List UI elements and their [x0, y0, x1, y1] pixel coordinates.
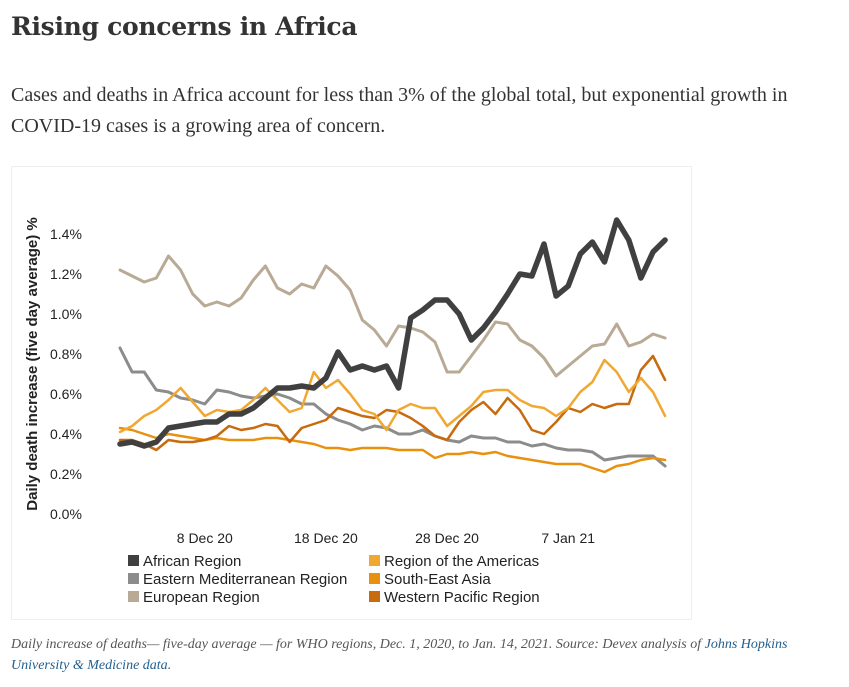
y-tick-label: 1.4% — [50, 226, 82, 242]
series-line-eastern-mediterranean-region — [118, 346, 667, 468]
line-chart: Daily death increase (five day average) … — [24, 217, 668, 606]
legend-label: Eastern Mediterranean Region — [143, 571, 347, 588]
legend-swatch — [128, 555, 139, 566]
legend-label: African Region — [143, 553, 241, 570]
caption-end: . — [167, 658, 172, 673]
legend-swatch — [369, 555, 380, 566]
x-tick-label: 28 Dec 20 — [415, 530, 479, 546]
series-line-region-of-the-americas — [118, 358, 667, 434]
y-tick-label: 0.4% — [50, 426, 82, 442]
chart-container: Daily death increase (five day average) … — [11, 166, 692, 620]
x-tick-label: 18 Dec 20 — [294, 530, 358, 546]
legend-swatch — [369, 591, 380, 602]
y-tick-label: 1.0% — [50, 306, 82, 322]
lede-paragraph: Cases and deaths in Africa account for l… — [11, 84, 788, 137]
y-tick-label: 0.2% — [50, 466, 82, 482]
y-axis-ticks: 0.0% 0.2% 0.4% 0.6% 0.8% 1.0% 1.2% 1.4% — [50, 226, 82, 522]
chart-caption: Daily increase of deaths— five-day avera… — [11, 634, 841, 676]
x-axis-ticks: 8 Dec 20 18 Dec 20 28 Dec 20 7 Jan 21 — [177, 530, 595, 546]
legend-swatch — [369, 573, 380, 584]
legend-label: Region of the Americas — [384, 553, 539, 570]
x-tick-label: 7 Jan 21 — [541, 530, 595, 546]
series-line-western-pacific-region — [118, 354, 667, 452]
legend-label: South-East Asia — [384, 571, 491, 588]
series-lines — [117, 217, 668, 474]
caption-source-link[interactable]: Johns Hopkins University & Medicine data — [11, 637, 788, 673]
y-axis-label: Daily death increase (five day average) … — [24, 217, 41, 510]
legend-swatch — [128, 591, 139, 602]
y-tick-label: 0.6% — [50, 386, 82, 402]
series-line-european-region — [118, 254, 667, 378]
y-axis-label-group: Daily death increase (five day average) … — [24, 217, 41, 510]
y-tick-label: 1.2% — [50, 266, 82, 282]
legend-label: Western Pacific Region — [384, 589, 540, 606]
page-title: Rising concerns in Africa — [11, 12, 358, 41]
legend-label: European Region — [143, 589, 260, 606]
series-line-african-region — [117, 217, 668, 449]
y-tick-label: 0.8% — [50, 346, 82, 362]
legend-swatch — [128, 573, 139, 584]
y-tick-label: 0.0% — [50, 506, 82, 522]
x-tick-label: 8 Dec 20 — [177, 530, 233, 546]
caption-text: Daily increase of deaths— five-day avera… — [11, 637, 705, 652]
